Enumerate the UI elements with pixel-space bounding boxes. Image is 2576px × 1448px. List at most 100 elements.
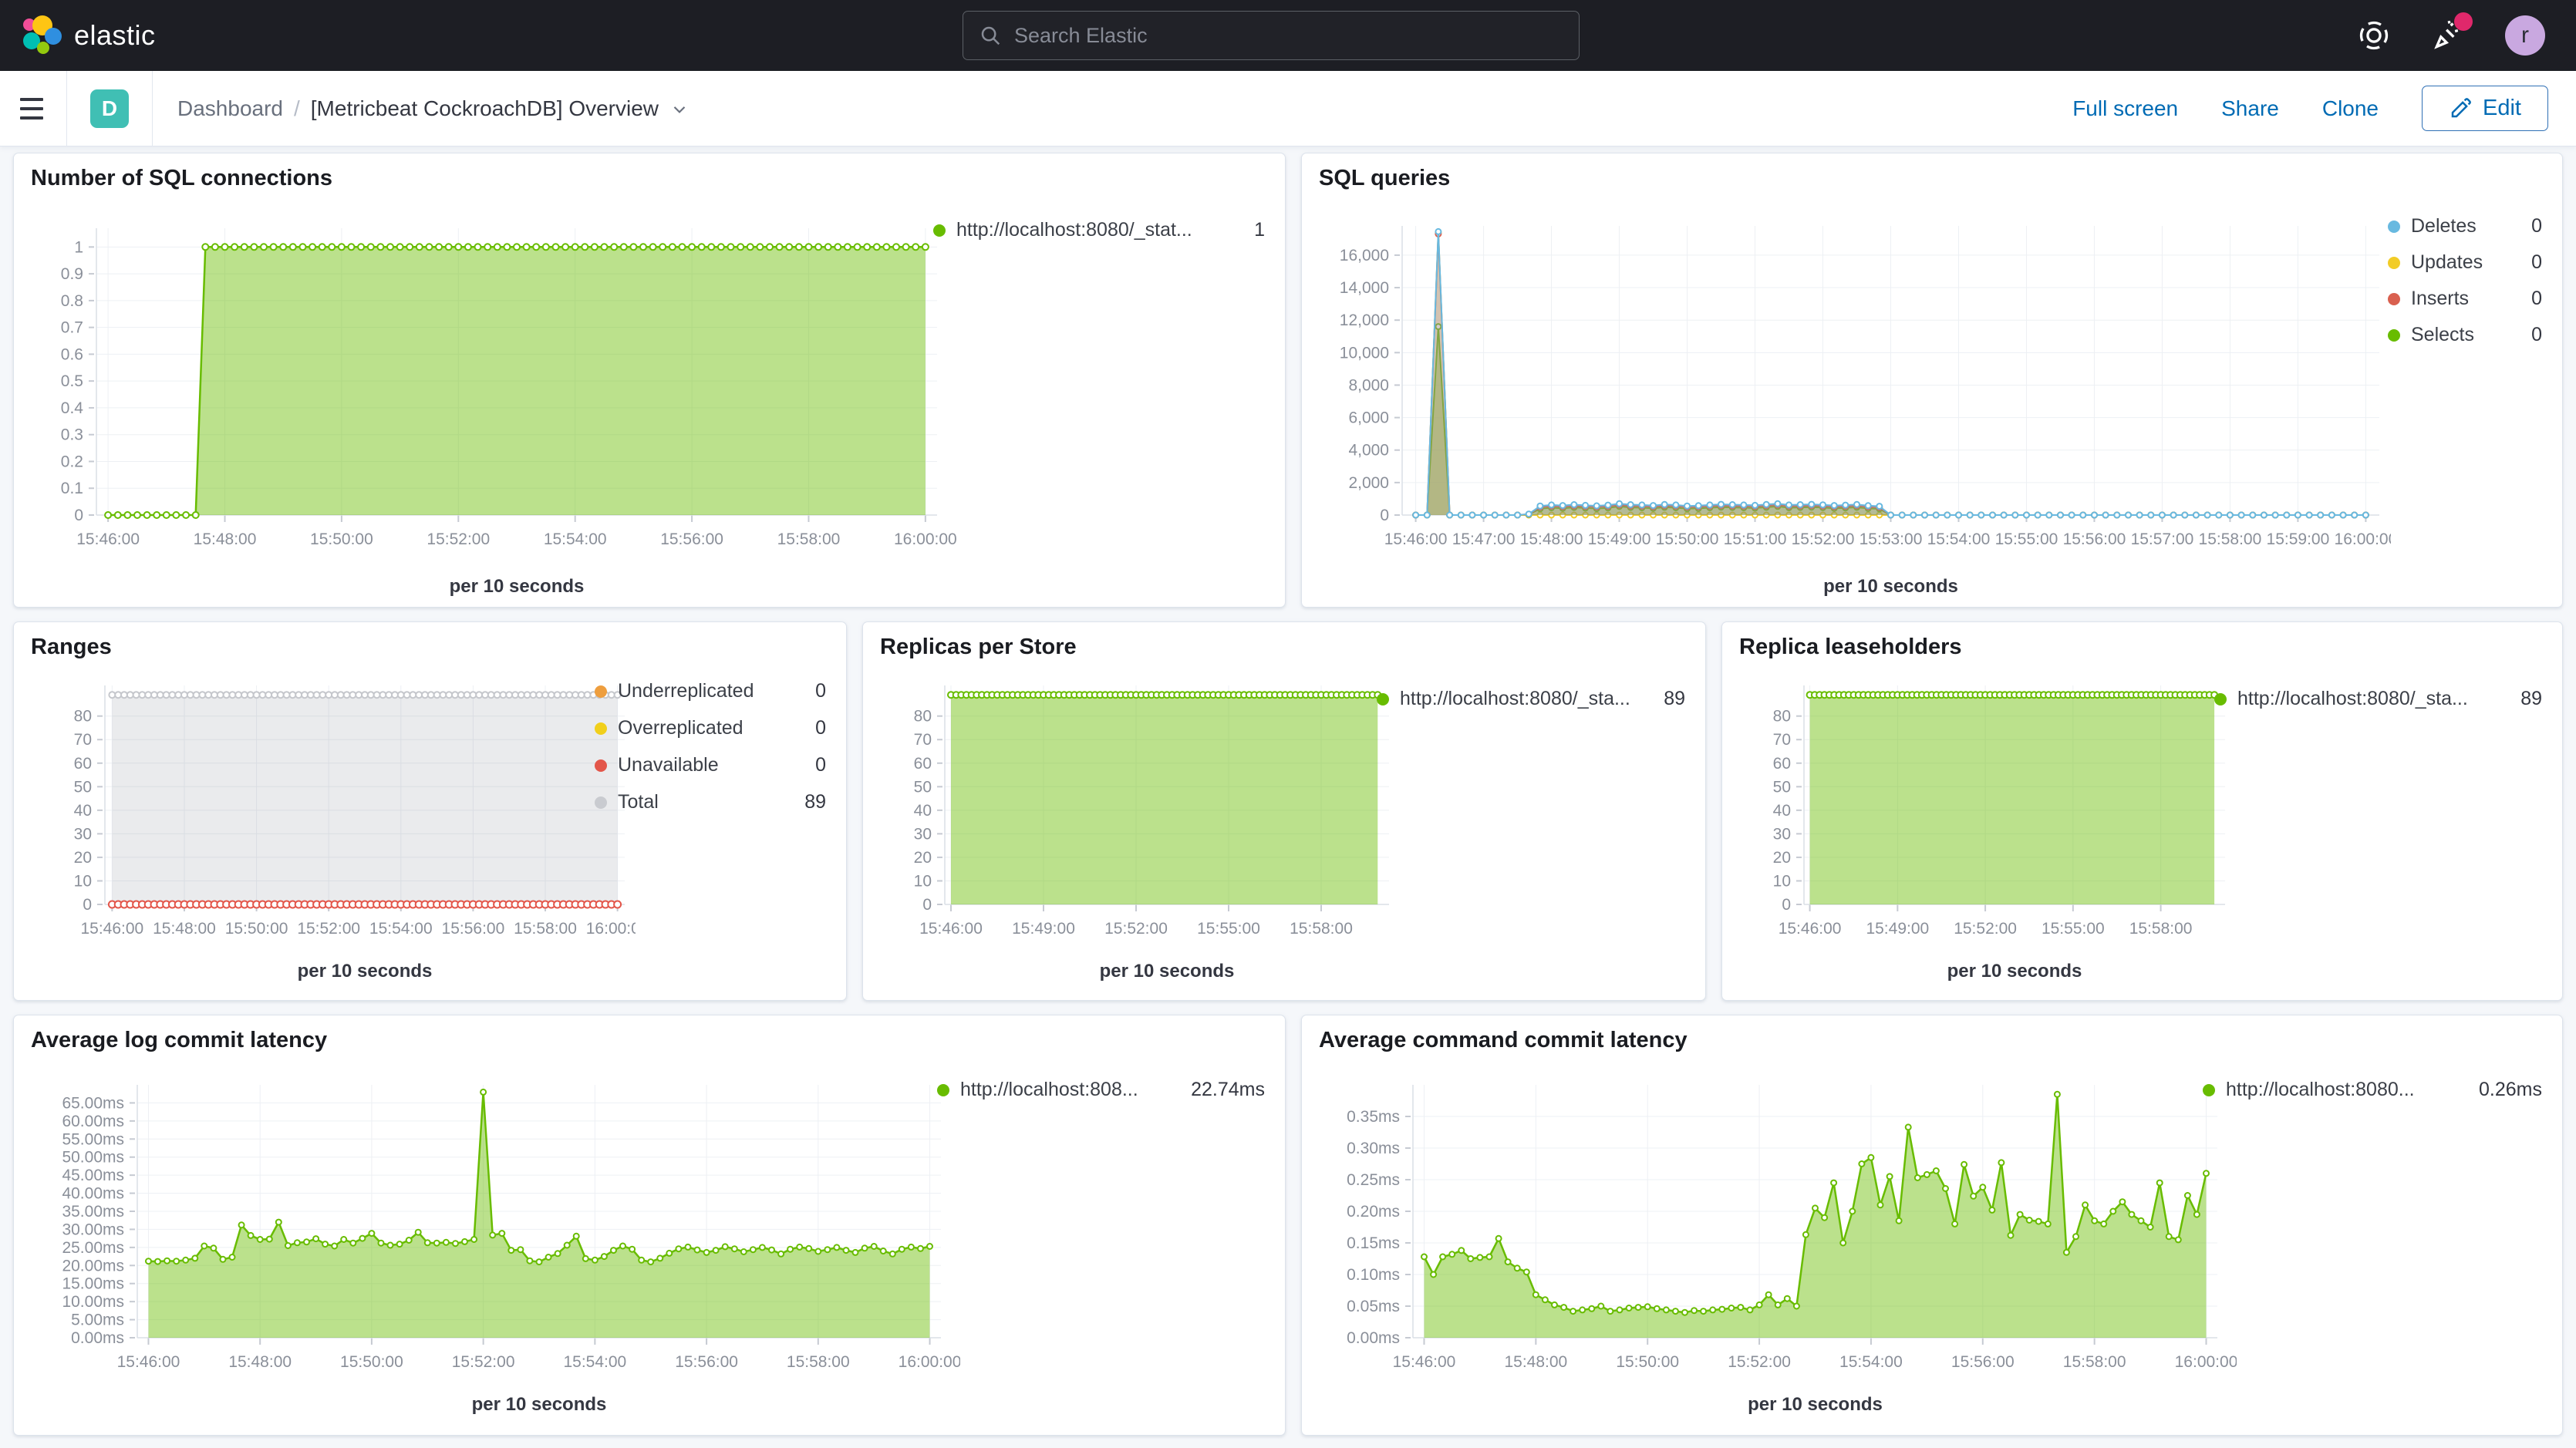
legend-dot [933,224,946,237]
svg-text:0.20ms: 0.20ms [1347,1203,1400,1221]
svg-text:15:56:00: 15:56:00 [1951,1353,2015,1371]
svg-text:20: 20 [74,849,92,867]
svg-text:15:58:00: 15:58:00 [2199,530,2262,548]
legend-dot [2388,292,2400,305]
svg-text:16:00:00: 16:00:00 [586,920,636,938]
svg-text:15:54:00: 15:54:00 [1839,1353,1903,1371]
svg-text:70: 70 [914,731,932,749]
panel-sql-connections: Number of SQL connections 0 0.1 0.2 0.3 0.4 0… [13,153,1286,608]
panel-title: Average log commit latency [31,1028,328,1052]
breadcrumb-separator: / [293,96,300,120]
svg-text:15:58:00: 15:58:00 [1290,920,1353,938]
replica-leaseholders-chart[interactable]: 0 10 20 30 40 50 60 70 80 15:46:00 15:49:00 15:52:0… [1727,658,2236,995]
svg-text:50.00ms: 50.00ms [62,1149,124,1167]
legend-value: 0 [2531,215,2542,237]
user-avatar[interactable]: r [2505,15,2545,56]
legend-item: http://localhost:8080/_stat... 1 [933,219,1265,241]
command-commit-latency-chart[interactable]: 0.00ms 0.05ms 0.10ms 0.15ms 0.20ms 0.25ms 0.30… [1311,1054,2237,1428]
svg-text:10.00ms: 10.00ms [62,1293,124,1311]
sql-queries-chart[interactable]: 0 2,000 4,000 6,000 8,000 10,000 12,000 14,000 1… [1311,194,2397,610]
page-title: [Metricbeat CockroachDB] Overview [310,96,659,120]
menu-toggle-icon[interactable] [20,71,66,146]
legend-item: Updates 0 [2388,251,2542,274]
svg-text:15:56:00: 15:56:00 [660,530,723,548]
svg-text:16,000: 16,000 [1340,247,1389,264]
svg-text:15:52:00: 15:52:00 [427,530,490,548]
panel-command-commit-latency: Average command commit latency 0.00ms 0.0… [1301,1015,2563,1436]
clone-button[interactable]: Clone [2321,96,2379,120]
svg-text:10: 10 [914,872,932,890]
svg-text:per 10 seconds: per 10 seconds [298,961,433,982]
legend-value: 0 [815,680,826,702]
svg-text:50: 50 [914,778,932,796]
svg-text:0.1: 0.1 [61,480,83,497]
svg-text:per 10 seconds: per 10 seconds [472,1394,607,1415]
legend-value: 0 [815,717,826,739]
chart-legend: http://localhost:8080... 0.26ms [2203,1079,2542,1101]
svg-text:5.00ms: 5.00ms [71,1312,124,1329]
chart-legend: http://localhost:8080/_sta... 89 [2214,688,2542,710]
svg-text:0.00ms: 0.00ms [71,1329,124,1347]
svg-text:8,000: 8,000 [1348,376,1389,394]
top-navigation-bar: elastic Search Elastic r [0,0,2576,71]
panel-title: Number of SQL connections [31,166,333,190]
svg-text:0.00ms: 0.00ms [1347,1329,1400,1347]
legend-value: 0 [2531,324,2542,345]
svg-text:25.00ms: 25.00ms [62,1239,124,1257]
edit-button[interactable]: Edit [2422,86,2548,131]
svg-text:15:46:00: 15:46:00 [1779,920,1842,938]
legend-value: 89 [2520,688,2542,709]
breadcrumb: Dashboard / [Metricbeat CockroachDB] Ove… [177,96,690,121]
svg-text:30: 30 [1773,825,1791,843]
svg-text:2,000: 2,000 [1348,474,1389,492]
help-icon[interactable] [2357,19,2391,52]
log-commit-latency-chart[interactable]: 0.00ms 5.00ms 10.00ms 15.00ms 20.00ms 25.00ms… [23,1054,961,1428]
elastic-logo[interactable]: elastic [22,15,156,56]
search-input[interactable]: Search Elastic [963,11,1580,60]
chevron-down-icon[interactable] [669,99,690,119]
svg-text:35.00ms: 35.00ms [62,1203,124,1221]
svg-text:0: 0 [1782,896,1791,914]
legend-item: http://localhost:8080/_sta... 89 [1377,688,1685,710]
svg-text:15:57:00: 15:57:00 [2131,530,2194,548]
svg-text:40: 40 [74,802,92,820]
sql-connections-chart[interactable]: 0 0.1 0.2 0.3 0.4 0.5 0.6 0.7 0.8 0.9 1 15:46:00 15:… [23,194,957,610]
svg-text:15:58:00: 15:58:00 [777,530,841,548]
svg-text:0.2: 0.2 [61,453,83,470]
svg-text:0.6: 0.6 [61,345,83,363]
ranges-chart[interactable]: 0 10 20 30 40 50 60 70 80 15:46:00 15:48:00 15:50:0… [19,658,649,995]
legend-value: 89 [1664,688,1685,709]
svg-text:20: 20 [1773,849,1791,867]
svg-text:80: 80 [1773,708,1791,726]
legend-label: Underreplicated [618,680,754,702]
svg-text:15:46:00: 15:46:00 [1384,530,1448,548]
svg-text:16:00:00: 16:00:00 [899,1353,960,1371]
elastic-logo-icon [22,15,62,56]
legend-item: http://localhost:8080... 0.26ms [2203,1079,2542,1101]
svg-text:15:48:00: 15:48:00 [194,530,257,548]
legend-label: Unavailable [618,754,719,776]
svg-text:0.9: 0.9 [61,265,83,283]
svg-text:15:52:00: 15:52:00 [452,1353,515,1371]
share-button[interactable]: Share [2221,96,2279,120]
space-badge[interactable]: D [90,89,129,128]
breadcrumb-dashboard[interactable]: Dashboard [177,96,283,120]
svg-text:0.5: 0.5 [61,372,83,390]
svg-text:0.3: 0.3 [61,426,83,444]
news-feed-icon[interactable] [2431,12,2473,52]
svg-text:15:50:00: 15:50:00 [340,1353,403,1371]
legend-value: 0 [2531,288,2542,309]
svg-text:0.25ms: 0.25ms [1347,1171,1400,1189]
legend-dot [2388,328,2400,342]
replicas-per-store-chart[interactable]: 0 10 20 30 40 50 60 70 80 15:46:00 15:49:00 15:52:0… [868,658,1400,995]
svg-text:45.00ms: 45.00ms [62,1167,124,1184]
panel-title: Ranges [31,635,112,659]
full-screen-button[interactable]: Full screen [2072,96,2179,120]
svg-text:0.35ms: 0.35ms [1347,1108,1400,1126]
svg-text:15:49:00: 15:49:00 [1866,920,1929,938]
chart-legend: Underreplicated 0 Overreplicated 0 Unavailab… [595,680,826,828]
svg-text:40.00ms: 40.00ms [62,1185,124,1203]
legend-item: Selects 0 [2388,324,2542,346]
svg-text:0: 0 [74,507,83,524]
panel-title: SQL queries [1319,166,1451,190]
